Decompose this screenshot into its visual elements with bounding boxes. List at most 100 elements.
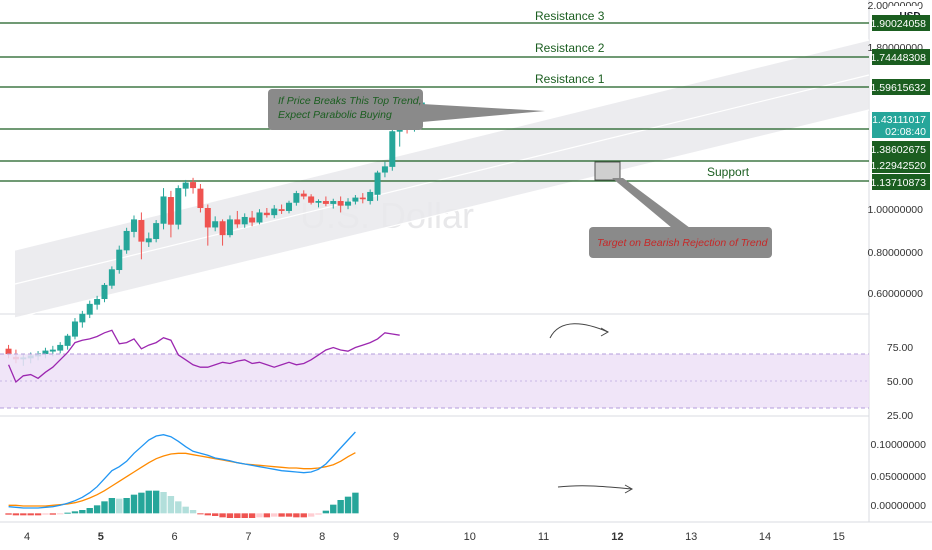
candle-body xyxy=(367,192,373,201)
price-tick: 0.80000000 xyxy=(868,247,924,259)
macd-histogram-bar xyxy=(13,513,19,515)
trading-chart[interactable]: U.S. Dollar Resistance 3 Resistance 2 Re… xyxy=(0,0,932,550)
macd-histogram-bar xyxy=(116,499,122,514)
time-tick: 9 xyxy=(393,531,399,543)
support-value: 1.22942520 xyxy=(871,160,927,172)
macd-histogram-bar xyxy=(345,497,351,514)
macd-histogram-bar xyxy=(256,513,262,517)
candle-body xyxy=(146,238,152,242)
candle-body xyxy=(382,166,388,172)
candle-body xyxy=(87,304,93,315)
candle-body xyxy=(131,219,137,231)
candle-body xyxy=(65,336,71,346)
time-tick: 15 xyxy=(833,531,845,543)
macd-histogram-bar xyxy=(109,498,115,513)
macd-histogram-bar xyxy=(79,510,85,513)
channel-lower-line xyxy=(15,110,869,318)
macd-axis: 0.10000000 0.05000000 0.00000000 xyxy=(871,439,927,512)
macd-histogram-bar xyxy=(101,501,107,513)
macd-histogram-bar xyxy=(94,505,100,513)
macd-histogram-bar xyxy=(20,513,26,515)
candle-body xyxy=(227,219,233,235)
time-tick: 14 xyxy=(759,531,771,543)
bottom-callout-pointer xyxy=(612,178,690,228)
resistance-3-label: Resistance 3 xyxy=(535,9,605,23)
macd-histogram-bar xyxy=(123,498,129,513)
macd-histogram-bar xyxy=(234,513,240,518)
candle-body xyxy=(153,223,159,239)
macd-group xyxy=(5,432,358,518)
rsi-axis: 75.00 50.00 25.00 xyxy=(887,342,913,422)
candle-body xyxy=(375,173,381,195)
price-tick: 0.60000000 xyxy=(868,288,924,300)
candle-body xyxy=(330,201,336,204)
support-label: Support xyxy=(707,165,750,179)
macd-histogram-bar xyxy=(27,513,33,515)
macd-histogram-bar xyxy=(264,513,270,517)
resistance-2-value: 1.74448308 xyxy=(871,52,927,64)
macd-histogram-bar xyxy=(72,511,78,513)
time-tick: 10 xyxy=(464,531,476,543)
candle-body xyxy=(161,196,167,223)
candle-body xyxy=(57,345,63,351)
macd-histogram-bar xyxy=(50,513,56,514)
macd-histogram-bar xyxy=(337,500,343,513)
rsi-tick: 50.00 xyxy=(887,376,913,388)
macd-histogram-bar xyxy=(64,513,70,514)
resistance-1-value: 1.59615632 xyxy=(871,82,927,94)
time-tick: 4 xyxy=(24,531,30,543)
macd-histogram-bar xyxy=(315,513,321,514)
candle-body xyxy=(124,231,130,250)
high-tag-value: 1.38602675 xyxy=(871,144,927,156)
candle-body xyxy=(264,213,270,215)
macd-histogram-bar xyxy=(301,513,307,517)
candle-body xyxy=(256,212,262,222)
candle-body xyxy=(308,196,314,202)
macd-histogram-bar xyxy=(286,513,292,516)
candle-body xyxy=(50,350,56,352)
macd-histogram-bar xyxy=(205,513,211,515)
macd-histogram-bar xyxy=(242,513,248,518)
macd-line xyxy=(9,432,356,508)
candle-body xyxy=(197,189,203,208)
rsi-tick: 75.00 xyxy=(887,342,913,354)
candle-body xyxy=(220,221,226,235)
macd-histogram-bar xyxy=(190,510,196,513)
macd-histogram-bar xyxy=(168,496,174,513)
candle-body xyxy=(101,285,107,299)
resistance-3-value: 1.90024058 xyxy=(871,18,927,30)
target-zone-box[interactable] xyxy=(595,162,620,180)
macd-histogram-bar xyxy=(219,513,225,517)
macd-histogram-bar xyxy=(293,513,299,517)
candle-body xyxy=(94,299,100,305)
candle-body xyxy=(116,250,122,270)
macd-histogram-bar xyxy=(5,513,11,514)
candle-body xyxy=(212,221,218,227)
bottom-callout-text: Target on Bearish Rejection of Trend xyxy=(597,237,769,249)
macd-histogram-bar xyxy=(57,513,63,514)
macd-histogram-bar xyxy=(212,513,218,516)
price-tick: 1.00000000 xyxy=(868,204,924,216)
candle-body xyxy=(168,197,174,225)
candle-body xyxy=(205,208,211,227)
macd-histogram-bar xyxy=(35,513,41,515)
candle-body xyxy=(79,314,85,323)
macd-histogram-bar xyxy=(175,501,181,513)
macd-histogram-bar xyxy=(308,513,314,516)
top-callout-line-1: If Price Breaks This Top Trend, xyxy=(278,95,422,107)
candle-body xyxy=(345,202,351,206)
macd-histogram-bar xyxy=(271,513,277,516)
time-axis[interactable]: 4 5 6 7 8 9 10 11 12 13 14 15 xyxy=(24,531,845,543)
candle-body xyxy=(301,194,307,197)
time-tick: 8 xyxy=(319,531,325,543)
resistance-1-label: Resistance 1 xyxy=(535,72,605,86)
macd-histogram-bar xyxy=(330,505,336,514)
macd-histogram-bar xyxy=(160,492,166,513)
time-tick: 7 xyxy=(245,531,251,543)
candle-body xyxy=(175,188,181,225)
price-axis[interactable]: 2.00000000 USD 1.80000000 1.00000000 0.8… xyxy=(868,0,930,300)
macd-histogram-bar xyxy=(138,493,144,514)
macd-histogram-bar xyxy=(87,508,93,513)
macd-histogram-bar xyxy=(131,495,137,514)
top-callout-pointer xyxy=(422,104,545,122)
